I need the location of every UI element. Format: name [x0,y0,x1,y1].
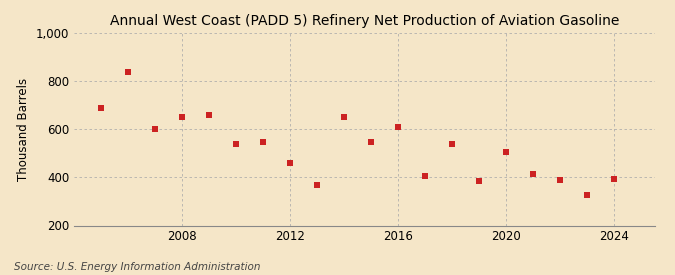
Point [609,176,620,181]
Point [474,179,485,183]
Point [312,182,323,187]
Text: Source: U.S. Energy Information Administration: Source: U.S. Energy Information Administ… [14,262,260,272]
Point [366,140,377,145]
Point [204,113,215,117]
Point [258,140,269,145]
Point [285,161,296,165]
Point [420,174,431,178]
Point [231,141,242,146]
Point [528,172,539,176]
Point [501,150,512,154]
Point [555,178,566,182]
Point [339,115,350,119]
Point [123,69,134,74]
Point [582,193,593,198]
Point [393,125,404,129]
Point [447,141,458,146]
Point [150,127,161,131]
Point [177,115,188,119]
Y-axis label: Thousand Barrels: Thousand Barrels [18,78,30,181]
Point [96,105,107,110]
Title: Annual West Coast (PADD 5) Refinery Net Production of Aviation Gasoline: Annual West Coast (PADD 5) Refinery Net … [110,14,619,28]
